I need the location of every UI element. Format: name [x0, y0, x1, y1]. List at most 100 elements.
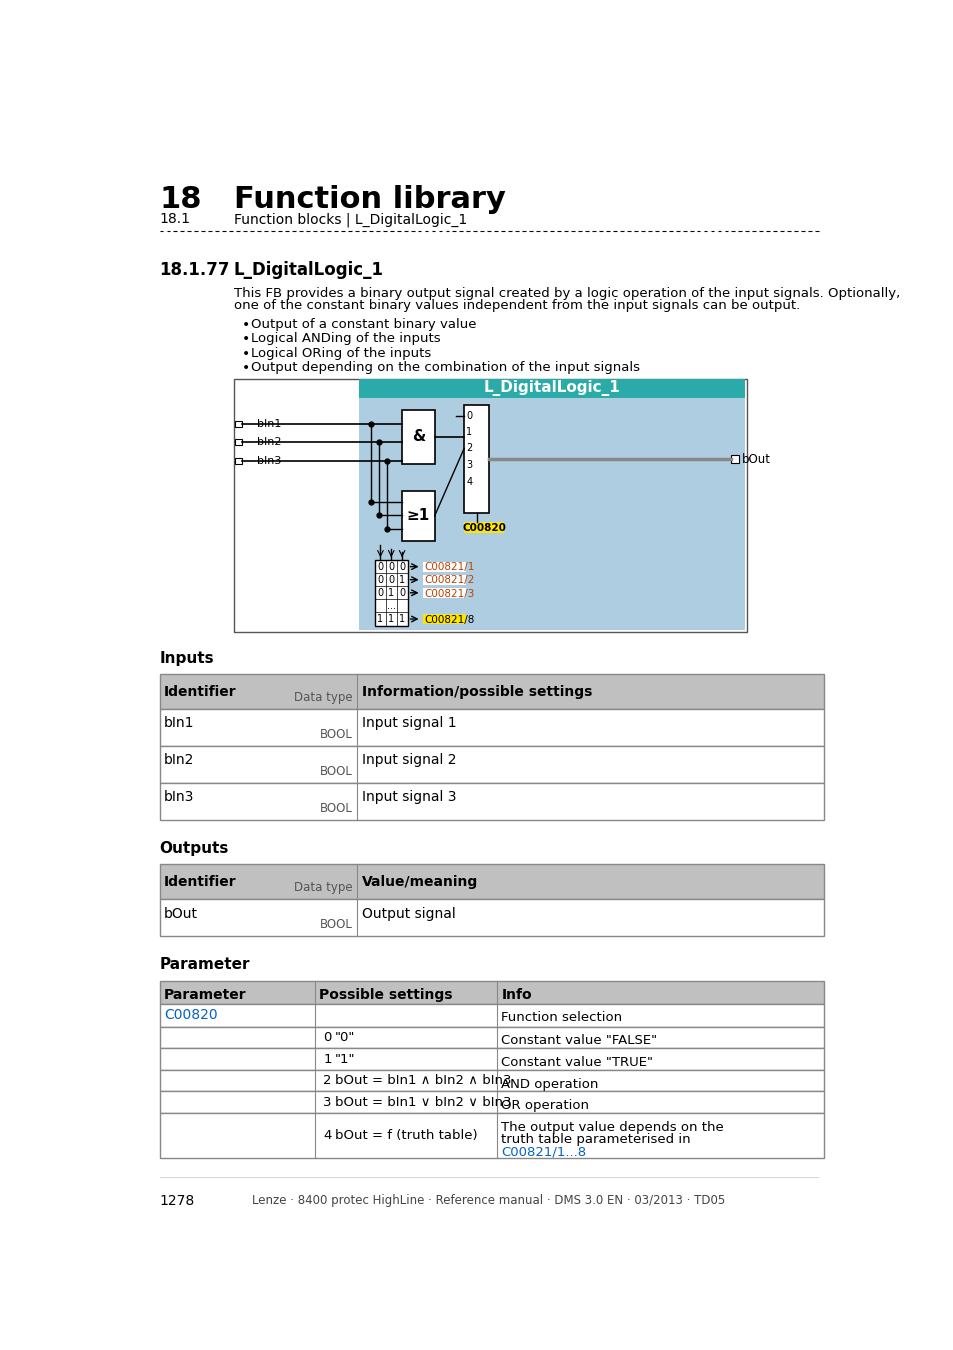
Bar: [731, 455, 739, 463]
Text: Identifier: Identifier: [164, 684, 236, 699]
Text: BOOL: BOOL: [319, 918, 353, 932]
Text: bIn1: bIn1: [164, 717, 194, 730]
Bar: [375, 560, 407, 625]
Text: 4: 4: [466, 478, 472, 487]
Text: 18.1.77: 18.1.77: [159, 261, 230, 278]
Text: Value/meaning: Value/meaning: [361, 875, 477, 890]
Text: 0: 0: [398, 562, 405, 571]
Text: bIn3: bIn3: [164, 790, 194, 805]
Text: bOut = bIn1 ∧ bIn2 ∧ bIn3: bOut = bIn1 ∧ bIn2 ∧ bIn3: [335, 1075, 511, 1087]
Text: L_DigitalLogic_1: L_DigitalLogic_1: [233, 261, 383, 278]
Bar: [402, 491, 435, 541]
Text: one of the constant binary values independent from the input signals can be outp: one of the constant binary values indepe…: [233, 300, 800, 312]
Text: 2: 2: [323, 1075, 332, 1087]
Text: C00820: C00820: [164, 1008, 217, 1022]
Text: Input signal 3: Input signal 3: [361, 790, 456, 805]
Text: BOOL: BOOL: [319, 765, 353, 778]
Text: 1278: 1278: [159, 1193, 194, 1208]
Text: Constant value "TRUE": Constant value "TRUE": [500, 1056, 653, 1069]
Text: Output signal: Output signal: [361, 907, 456, 921]
Text: bIn1: bIn1: [257, 418, 281, 429]
Text: Logical ORing of the inputs: Logical ORing of the inputs: [251, 347, 431, 360]
Text: 0: 0: [388, 562, 394, 571]
Bar: [235, 421, 241, 427]
Bar: [159, 1027, 823, 1048]
Text: Logical ANDing of the inputs: Logical ANDing of the inputs: [251, 332, 440, 346]
Text: "0": "0": [335, 1031, 355, 1044]
Text: 3: 3: [466, 460, 472, 470]
Text: bOut: bOut: [741, 452, 771, 466]
Bar: [159, 899, 823, 936]
Text: truth table parameterised in: truth table parameterised in: [500, 1133, 690, 1146]
Text: •: •: [241, 332, 250, 346]
Text: 1: 1: [398, 614, 405, 624]
Bar: [159, 709, 823, 745]
Text: 1: 1: [323, 1053, 332, 1065]
Text: bOut = bIn1 ∨ bIn2 ∨ bIn3: bOut = bIn1 ∨ bIn2 ∨ bIn3: [335, 1096, 511, 1108]
Text: BOOL: BOOL: [319, 728, 353, 741]
Text: 0: 0: [323, 1031, 332, 1044]
Bar: [159, 1003, 823, 1027]
Bar: [359, 381, 744, 630]
Text: •: •: [241, 347, 250, 360]
Text: Input signal 1: Input signal 1: [361, 717, 456, 730]
Bar: [159, 1048, 823, 1069]
Bar: [359, 379, 744, 398]
Text: &: &: [412, 429, 425, 444]
Text: bIn3: bIn3: [257, 456, 281, 466]
Text: Input signal 2: Input signal 2: [361, 753, 456, 767]
Text: 1: 1: [466, 427, 472, 436]
Bar: [235, 439, 241, 446]
Text: AND operation: AND operation: [500, 1077, 598, 1091]
Text: 0: 0: [377, 575, 383, 585]
Text: Parameter: Parameter: [159, 957, 250, 972]
Text: Info: Info: [500, 988, 532, 1002]
Text: C00821/1: C00821/1: [424, 563, 475, 572]
Bar: [159, 674, 823, 709]
Text: Lenze · 8400 protec HighLine · Reference manual · DMS 3.0 EN · 03/2013 · TD05: Lenze · 8400 protec HighLine · Reference…: [252, 1193, 725, 1207]
Text: bOut = f (truth table): bOut = f (truth table): [335, 1129, 476, 1142]
Text: 1: 1: [388, 614, 394, 624]
Text: C00820: C00820: [462, 522, 506, 533]
Text: 0: 0: [377, 562, 383, 571]
Text: Information/possible settings: Information/possible settings: [361, 684, 592, 699]
Text: Identifier: Identifier: [164, 875, 236, 890]
Bar: [159, 864, 823, 899]
Text: L_DigitalLogic_1: L_DigitalLogic_1: [483, 381, 620, 397]
Text: ...: ...: [386, 601, 395, 612]
Bar: [159, 980, 823, 1003]
Text: Constant value "FALSE": Constant value "FALSE": [500, 1034, 657, 1048]
Text: C00821/8: C00821/8: [424, 614, 475, 625]
Text: C00821/2: C00821/2: [424, 575, 475, 586]
Text: This FB provides a binary output signal created by a logic operation of the inpu: This FB provides a binary output signal …: [233, 286, 900, 300]
Text: C00821/1...8: C00821/1...8: [500, 1145, 586, 1158]
Text: 4: 4: [323, 1129, 332, 1142]
Bar: [422, 589, 466, 598]
Text: 0: 0: [388, 575, 394, 585]
Text: The output value depends on the: The output value depends on the: [500, 1120, 723, 1134]
Bar: [159, 1112, 823, 1157]
Text: "1": "1": [335, 1053, 355, 1065]
Bar: [464, 405, 488, 513]
Text: 3: 3: [323, 1096, 332, 1108]
Bar: [422, 614, 466, 625]
Text: 1: 1: [388, 587, 394, 598]
Text: Outputs: Outputs: [159, 841, 229, 856]
Text: •: •: [241, 317, 250, 332]
Bar: [402, 410, 435, 464]
Text: bOut: bOut: [164, 907, 198, 921]
Text: Function selection: Function selection: [500, 1011, 621, 1025]
Bar: [235, 458, 241, 464]
Text: Output depending on the combination of the input signals: Output depending on the combination of t…: [251, 362, 639, 374]
Text: 1: 1: [398, 575, 405, 585]
Text: ≥1: ≥1: [406, 509, 430, 524]
Bar: [159, 783, 823, 819]
Bar: [159, 745, 823, 783]
Text: Data type: Data type: [294, 882, 353, 894]
Text: 0: 0: [377, 587, 383, 598]
Bar: [233, 379, 746, 632]
Bar: [464, 522, 504, 533]
Text: •: •: [241, 362, 250, 375]
Text: Function blocks | L_DigitalLogic_1: Function blocks | L_DigitalLogic_1: [233, 212, 467, 227]
Text: bIn2: bIn2: [164, 753, 194, 767]
